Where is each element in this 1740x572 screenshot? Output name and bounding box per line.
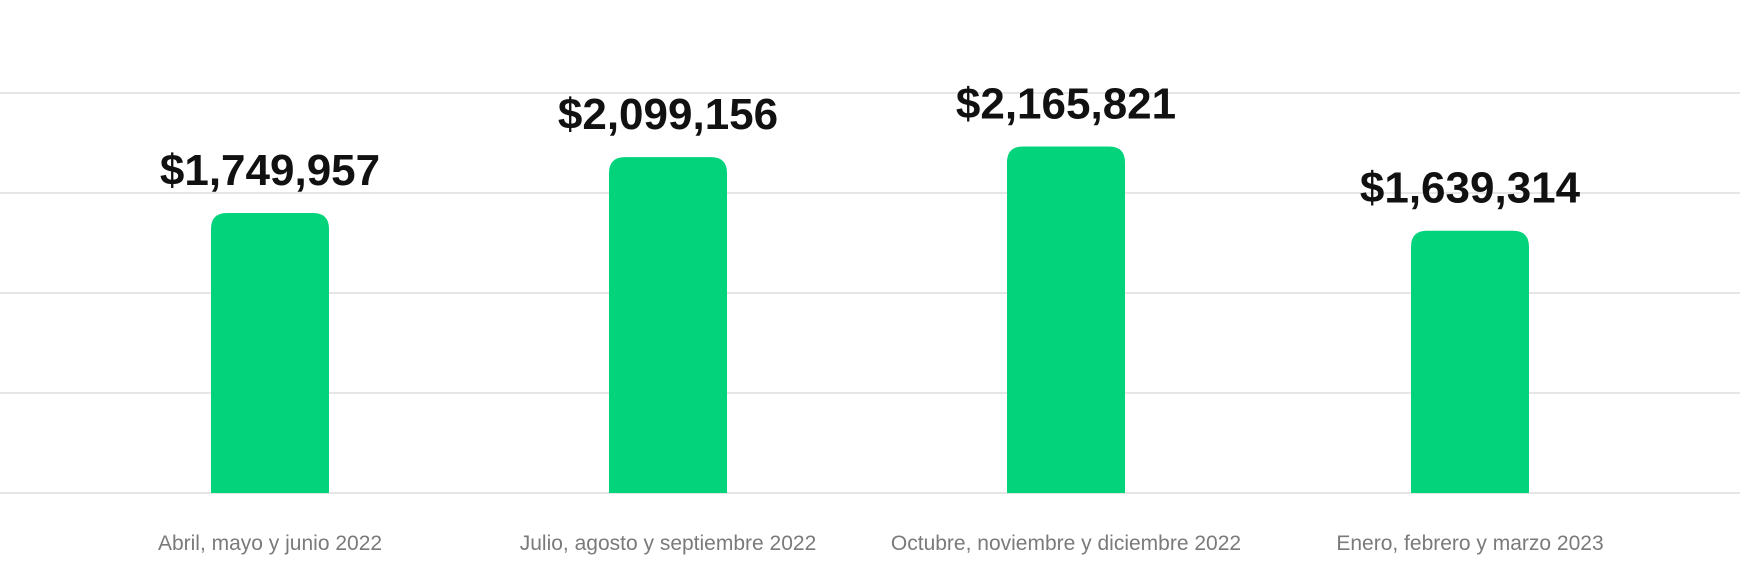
x-tick-label: Enero, febrero y marzo 2023 xyxy=(1336,532,1603,555)
data-label: $2,099,156 xyxy=(558,90,778,139)
data-label: $2,165,821 xyxy=(956,79,1176,128)
data-label: $1,749,957 xyxy=(160,146,380,195)
bars xyxy=(211,146,1529,494)
bar xyxy=(609,157,727,493)
bar xyxy=(1411,230,1529,493)
x-tick-label: Octubre, noviembre y diciembre 2022 xyxy=(891,532,1241,555)
value-labels: $1,749,957 $2,099,156 $2,165,821 $1,639,314 xyxy=(160,79,1581,212)
x-tick-label: Abril, mayo y junio 2022 xyxy=(158,532,382,555)
data-label: $1,639,314 xyxy=(1360,164,1581,213)
bar xyxy=(211,213,329,493)
bar xyxy=(1007,146,1125,494)
x-tick-label: Julio, agosto y septiembre 2022 xyxy=(520,532,817,555)
category-labels: Abril, mayo y junio 2022 Julio, agosto y … xyxy=(158,532,1604,555)
